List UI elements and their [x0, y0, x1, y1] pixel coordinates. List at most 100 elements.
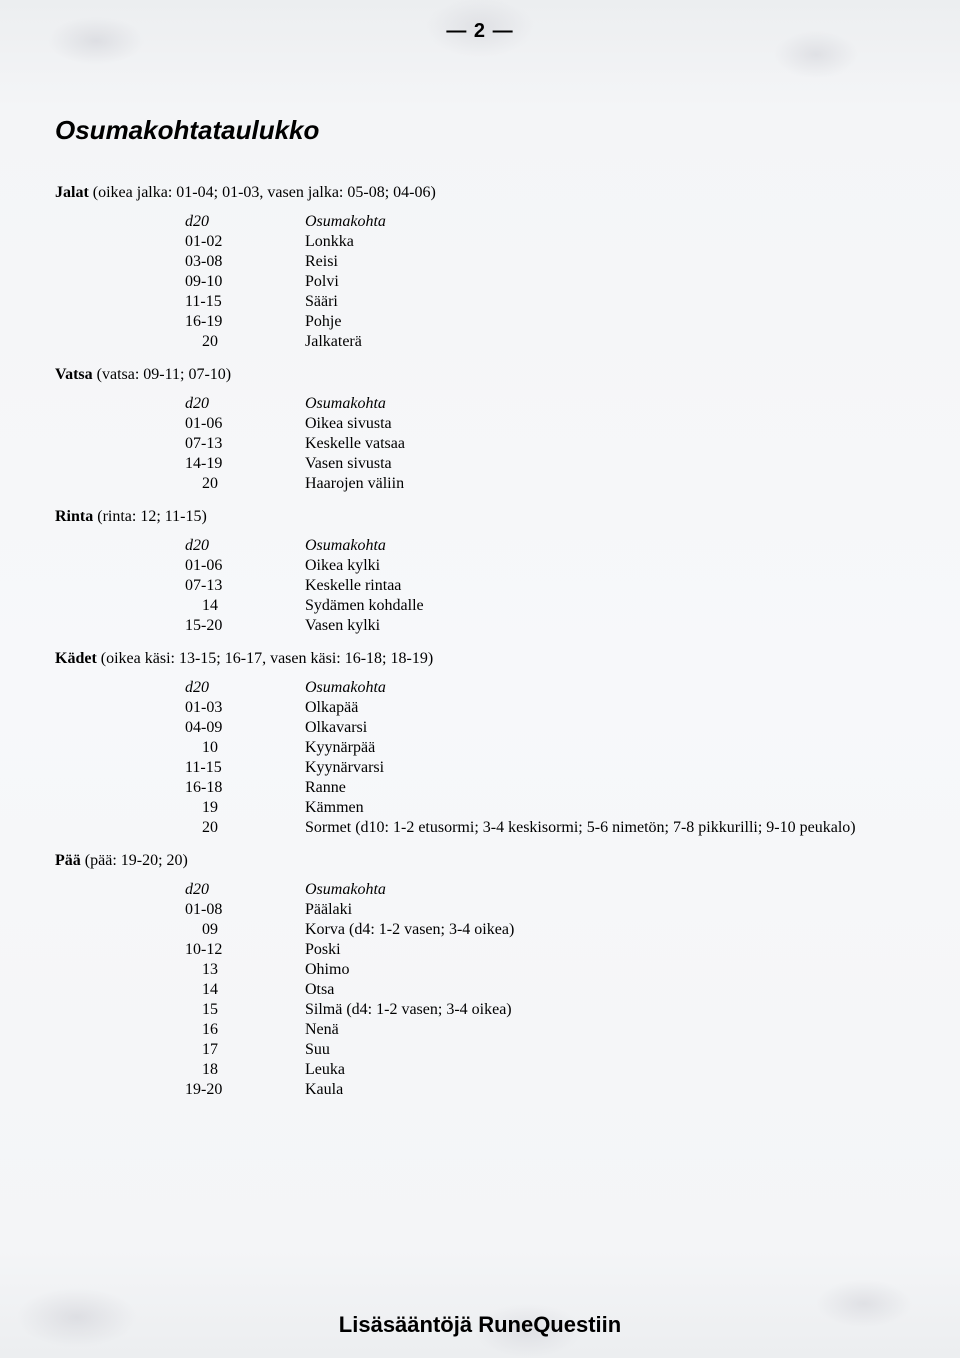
roll-range: 13	[185, 960, 305, 980]
table-row: 16Nenä	[185, 1020, 514, 1040]
roll-range: 20	[185, 818, 305, 838]
table-row: 15Silmä (d4: 1-2 vasen; 3-4 oikea)	[185, 1000, 514, 1020]
roll-range: 01-06	[185, 556, 305, 576]
hit-location: Poski	[305, 940, 514, 960]
hit-location: Sormet (d10: 1-2 etusormi; 3-4 keskisorm…	[305, 818, 856, 838]
table-row: 01-06Oikea sivusta	[185, 414, 405, 434]
hit-location: Kämmen	[305, 798, 856, 818]
table-row: 20Jalkaterä	[185, 332, 386, 352]
hit-location-table: d20Osumakohta01-06Oikea kylki07-13Keskel…	[185, 536, 424, 636]
hit-location: Kyynärpää	[305, 738, 856, 758]
hit-location: Otsa	[305, 980, 514, 1000]
roll-range: 18	[185, 1060, 305, 1080]
table-row: 04-09Olkavarsi	[185, 718, 856, 738]
hit-location-table: d20Osumakohta01-02Lonkka03-08Reisi09-10P…	[185, 212, 386, 352]
hit-location: Oikea sivusta	[305, 414, 405, 434]
table-row: 10-12Poski	[185, 940, 514, 960]
roll-range: 04-09	[185, 718, 305, 738]
table-row: 01-03Olkapää	[185, 698, 856, 718]
hit-location: Lonkka	[305, 232, 386, 252]
table-row: 01-02Lonkka	[185, 232, 386, 252]
table-row: 14Otsa	[185, 980, 514, 1000]
hit-location: Jalkaterä	[305, 332, 386, 352]
table-header-location: Osumakohta	[305, 678, 856, 698]
hit-location: Vasen kylki	[305, 616, 424, 636]
table-row: 14-19Vasen sivusta	[185, 454, 405, 474]
hit-location: Nenä	[305, 1020, 514, 1040]
table-row: 09Korva (d4: 1-2 vasen; 3-4 oikea)	[185, 920, 514, 940]
roll-range: 16	[185, 1020, 305, 1040]
hit-location: Olkavarsi	[305, 718, 856, 738]
hit-location: Suu	[305, 1040, 514, 1060]
table-header-location: Osumakohta	[305, 394, 405, 414]
table-row: 20Sormet (d10: 1-2 etusormi; 3-4 keskiso…	[185, 818, 856, 838]
section-label: Vatsa	[55, 366, 93, 383]
hit-location: Leuka	[305, 1060, 514, 1080]
table-row: 18Leuka	[185, 1060, 514, 1080]
roll-range: 15-20	[185, 616, 305, 636]
section-detail: (vatsa: 09-11; 07-10)	[93, 366, 231, 383]
roll-range: 11-15	[185, 758, 305, 778]
table-row: 19-20Kaula	[185, 1080, 514, 1100]
table-row: 01-08Päälaki	[185, 900, 514, 920]
table-row: 01-06Oikea kylki	[185, 556, 424, 576]
roll-range: 19	[185, 798, 305, 818]
roll-range: 07-13	[185, 576, 305, 596]
hit-location: Reisi	[305, 252, 386, 272]
hit-location: Oikea kylki	[305, 556, 424, 576]
table-row: 16-19Pohje	[185, 312, 386, 332]
section-header: Pää (pää: 19-20; 20)	[55, 852, 905, 870]
table-row: 11-15Sääri	[185, 292, 386, 312]
roll-range: 03-08	[185, 252, 305, 272]
table-header-location: Osumakohta	[305, 536, 424, 556]
roll-range: 01-02	[185, 232, 305, 252]
roll-range: 15	[185, 1000, 305, 1020]
hit-location: Vasen sivusta	[305, 454, 405, 474]
hit-location: Päälaki	[305, 900, 514, 920]
table-header-d20: d20	[185, 212, 305, 232]
hit-location-table: d20Osumakohta01-08Päälaki09Korva (d4: 1-…	[185, 880, 514, 1100]
hit-location: Sydämen kohdalle	[305, 596, 424, 616]
section-header: Jalat (oikea jalka: 01-04; 01-03, vasen …	[55, 184, 905, 202]
roll-range: 01-03	[185, 698, 305, 718]
section-detail: (pää: 19-20; 20)	[81, 852, 188, 869]
hit-location: Kyynärvarsi	[305, 758, 856, 778]
table-row: 16-18Ranne	[185, 778, 856, 798]
section-detail: (rinta: 12; 11-15)	[93, 508, 207, 525]
roll-range: 11-15	[185, 292, 305, 312]
section-header: Vatsa (vatsa: 09-11; 07-10)	[55, 366, 905, 384]
table-row: 19Kämmen	[185, 798, 856, 818]
table-header-d20: d20	[185, 394, 305, 414]
table-header-d20: d20	[185, 678, 305, 698]
roll-range: 19-20	[185, 1080, 305, 1100]
table-row: 20Haarojen väliin	[185, 474, 405, 494]
hit-location-table: d20Osumakohta01-06Oikea sivusta07-13Kesk…	[185, 394, 405, 494]
section-label: Rinta	[55, 508, 93, 525]
section-label: Pää	[55, 852, 81, 869]
hit-location: Haarojen väliin	[305, 474, 405, 494]
table-row: 07-13Keskelle vatsaa	[185, 434, 405, 454]
table-header-location: Osumakohta	[305, 880, 514, 900]
roll-range: 09-10	[185, 272, 305, 292]
roll-range: 20	[185, 332, 305, 352]
roll-range: 16-18	[185, 778, 305, 798]
table-header-d20: d20	[185, 880, 305, 900]
hit-location: Kaula	[305, 1080, 514, 1100]
page-title: Osumakohtataulukko	[55, 115, 905, 146]
hit-location: Silmä (d4: 1-2 vasen; 3-4 oikea)	[305, 1000, 514, 1020]
section-header: Rinta (rinta: 12; 11-15)	[55, 508, 905, 526]
roll-range: 16-19	[185, 312, 305, 332]
hit-location: Ranne	[305, 778, 856, 798]
roll-range: 07-13	[185, 434, 305, 454]
hit-location-table: d20Osumakohta01-03Olkapää04-09Olkavarsi1…	[185, 678, 856, 838]
roll-range: 17	[185, 1040, 305, 1060]
hit-location: Keskelle vatsaa	[305, 434, 405, 454]
hit-location: Sääri	[305, 292, 386, 312]
table-row: 14Sydämen kohdalle	[185, 596, 424, 616]
roll-range: 14	[185, 596, 305, 616]
table-row: 03-08Reisi	[185, 252, 386, 272]
table-header-location: Osumakohta	[305, 212, 386, 232]
hit-location: Polvi	[305, 272, 386, 292]
table-row: 17Suu	[185, 1040, 514, 1060]
section-detail: (oikea käsi: 13-15; 16-17, vasen käsi: 1…	[97, 650, 433, 667]
